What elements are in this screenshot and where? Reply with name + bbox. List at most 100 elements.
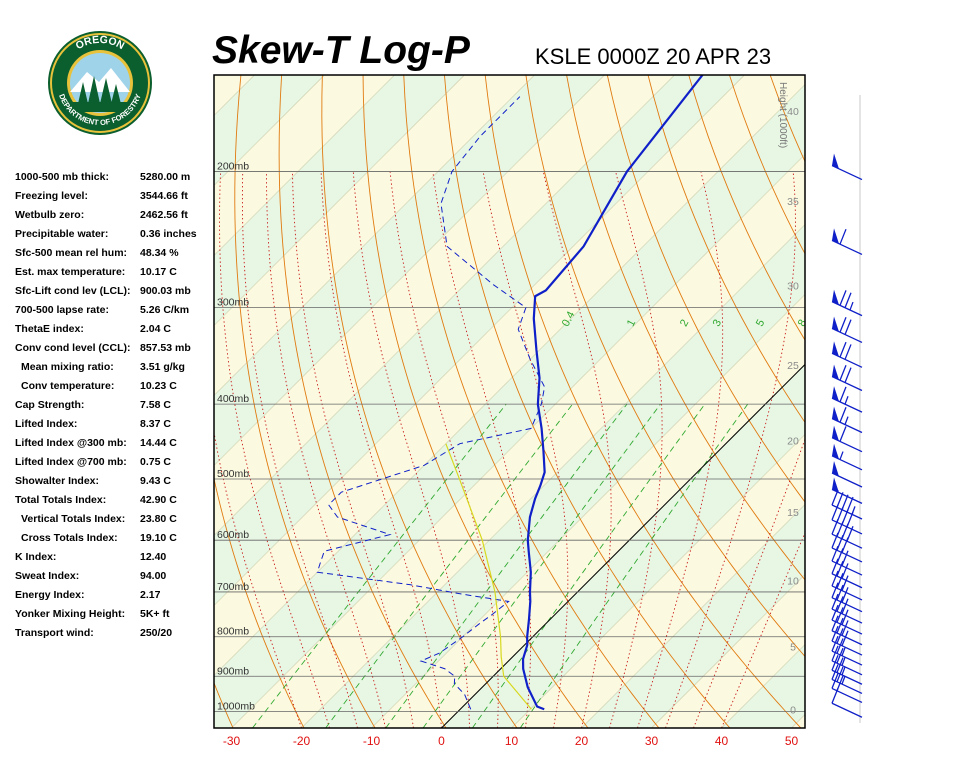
stat-row: Conv temperature: 10.23 C xyxy=(15,377,215,396)
stat-label: Wetbulb zero: xyxy=(15,209,85,221)
stat-row: 1000-500 mb thick: 5280.00 m xyxy=(15,168,215,187)
stat-value: 857.53 mb xyxy=(140,342,191,354)
stat-row: Sweat Index: 94.00 xyxy=(15,567,215,586)
wind-barb-feather xyxy=(844,367,852,383)
stat-label: Sfc-500 mean rel hum: xyxy=(15,247,128,259)
wind-barb-feather xyxy=(831,604,839,621)
logo-text-top: OREGON xyxy=(74,34,127,52)
height-tick-label: 25 xyxy=(787,360,799,372)
wind-barb xyxy=(831,545,863,576)
wind-barb-feather xyxy=(836,560,844,577)
stat-value: 3.51 g/kg xyxy=(140,361,185,373)
stat-label: Showalter Index: xyxy=(15,475,100,487)
mixing-ratio-line xyxy=(325,403,573,728)
stat-label: Conv temperature: xyxy=(21,380,115,392)
wind-barb-feather xyxy=(841,587,849,603)
moist-adiabat xyxy=(352,171,470,728)
isobar-label: 1000mb xyxy=(217,701,255,713)
wind-barb xyxy=(831,625,863,656)
height-tick-label: 40 xyxy=(787,106,799,118)
wind-barb-half-feather xyxy=(844,396,849,405)
wind-barb xyxy=(831,604,863,635)
wind-barb xyxy=(831,386,863,413)
wind-barb xyxy=(831,489,863,520)
wind-barb xyxy=(831,443,863,471)
wind-barb xyxy=(831,289,863,317)
stat-label: Cap Strength: xyxy=(15,399,85,411)
dry-adiabat xyxy=(811,75,960,728)
isotherm-line xyxy=(214,75,745,606)
wind-barb-feather xyxy=(836,492,844,508)
isobar-label: 200mb xyxy=(217,161,249,173)
stat-label: Est. max temperature: xyxy=(15,266,126,278)
stat-row: Est. max temperature: 10.17 C xyxy=(15,263,215,282)
stat-row: Total Totals Index: 42.90 C xyxy=(15,491,215,510)
stat-value: 250/20 xyxy=(140,627,173,639)
stat-row: Energy Index: 2.17 xyxy=(15,586,215,605)
mixing-ratio-line xyxy=(385,403,628,728)
wind-barb-feather xyxy=(839,365,847,381)
oregon-department-of-forestry-logo: OREGON DEPARTMENT OF FORESTRY xyxy=(48,31,152,135)
dry-adiabat xyxy=(0,75,37,728)
stat-row: ThetaE index: 2.04 C xyxy=(15,320,215,339)
wind-barb-feather xyxy=(844,319,852,335)
stat-value: 0.75 C xyxy=(140,456,171,468)
mixing-ratio-label: 5 xyxy=(754,318,767,329)
isobar-label: 300mb xyxy=(217,297,249,309)
height-tick-label: 30 xyxy=(787,281,799,293)
wind-barb-feather xyxy=(839,316,847,333)
wind-barb-flag xyxy=(832,341,839,357)
stat-label: Lifted Index: xyxy=(15,418,78,430)
wind-barb-feather xyxy=(831,582,839,598)
isotherm-line xyxy=(214,75,325,186)
isotherm-line xyxy=(511,434,805,728)
stat-row: 700-500 lapse rate: 5.26 C/km xyxy=(15,301,215,320)
stat-row: Conv cond level (CCL): 857.53 mb xyxy=(15,339,215,358)
wind-barb-feather xyxy=(841,550,849,567)
moist-adiabat xyxy=(291,171,414,728)
isotherm-line xyxy=(791,714,805,728)
height-tick-label: 0 xyxy=(790,704,796,716)
wind-barb-feather xyxy=(841,630,849,647)
station-timestamp: KSLE 0000Z 20 APR 23 xyxy=(535,44,772,69)
wind-barb-feather xyxy=(836,607,844,623)
stat-label: Cross Totals Index: xyxy=(21,532,118,544)
wind-barb-feather xyxy=(839,426,847,442)
stat-value: 5.26 C/km xyxy=(140,304,190,316)
stat-value: 5280.00 m xyxy=(140,171,191,183)
wind-barb-feather xyxy=(841,563,849,579)
wind-barb xyxy=(831,504,863,535)
stat-label: Sfc-Lift cond lev (LCL): xyxy=(15,285,131,297)
stat-value: 9.43 C xyxy=(140,475,171,487)
wind-barb-feather xyxy=(836,573,844,589)
wind-barb-feather xyxy=(831,489,839,506)
wind-barb-flag xyxy=(832,228,839,244)
moist-adiabat xyxy=(665,171,796,728)
stat-row: Lifted Index: 8.37 C xyxy=(15,415,215,434)
isotherm-line xyxy=(581,504,805,728)
isotherm-line xyxy=(214,75,395,256)
wind-barb xyxy=(831,406,863,434)
wind-barb xyxy=(831,153,863,181)
stat-row: Lifted Index @700 mb: 0.75 C xyxy=(15,453,215,472)
wind-barb-flag xyxy=(832,406,839,422)
isotherm-line xyxy=(214,75,535,396)
stat-value: 14.44 C xyxy=(140,437,177,449)
wind-barb-feather xyxy=(836,628,844,644)
x-tick-label: 20 xyxy=(575,734,589,748)
wind-barb xyxy=(831,593,863,624)
isobar-label: 900mb xyxy=(217,665,249,677)
dry-adiabat xyxy=(852,75,960,728)
stat-row: Sfc-Lift cond lev (LCL): 900.03 mb xyxy=(15,282,215,301)
stat-row: Mean mixing ratio: 3.51 g/kg xyxy=(15,358,215,377)
isotherm-line xyxy=(651,574,805,728)
stat-row: Transport wind: 250/20 xyxy=(15,624,215,643)
wind-barb-feather xyxy=(846,496,854,513)
wind-barb-feather xyxy=(841,609,849,626)
stat-value: 7.58 C xyxy=(140,399,171,411)
wind-barb xyxy=(831,228,863,256)
wind-barb-flag xyxy=(832,289,839,305)
mixing-ratio-label: 3 xyxy=(711,318,724,329)
wind-barb-feather xyxy=(831,645,839,662)
